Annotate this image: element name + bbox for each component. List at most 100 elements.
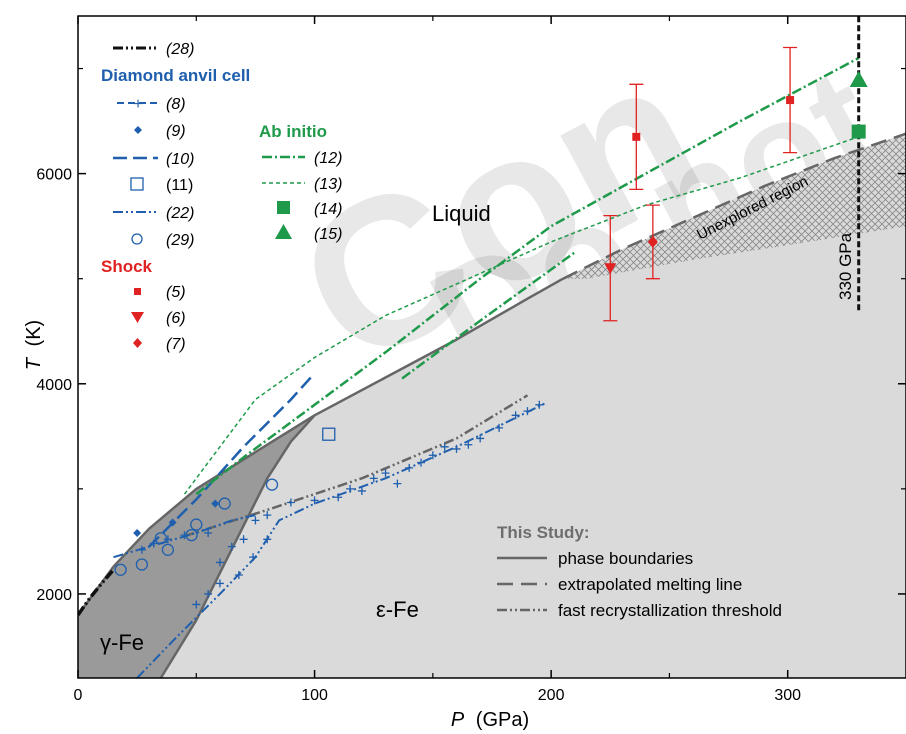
dac-8-point [192, 600, 201, 609]
plot-area [78, 16, 906, 678]
melting-curve-line [112, 277, 564, 568]
x-axis-var: P [451, 709, 465, 731]
dac-8-point [417, 458, 426, 467]
legend-dac11-label: (11) [166, 177, 193, 194]
dac-29-point [114, 563, 127, 576]
x-tick-label: 0 [74, 687, 83, 704]
dac-29-point [185, 528, 198, 542]
legend-abinitio14-label: (14) [314, 201, 342, 218]
shock-5-point [632, 132, 641, 141]
legend-ref28-label: (28) [166, 41, 194, 58]
dac-29-point [161, 543, 175, 556]
plot-frame [77, 15, 906, 679]
legend-this-study: This Study: phase boundaries extrapolate… [497, 523, 782, 620]
axis-ticks: 0 100 200 300 2000 4000 6000 [36, 16, 906, 704]
ref28-line [78, 568, 115, 617]
legend-study-phase-label: phase boundaries [558, 549, 693, 568]
dac-8-point [495, 423, 504, 432]
dac-11-point [322, 427, 336, 441]
y-tick-label: 4000 [36, 377, 72, 394]
abinitio-12-low-line [401, 251, 576, 380]
legend-shock6-swatch [131, 312, 144, 323]
dac-9-point [168, 518, 177, 527]
dac-8-point [381, 469, 390, 478]
shock-5-point [786, 96, 795, 105]
legend-dac22-label: (22) [166, 205, 194, 222]
dac-8-point [428, 451, 437, 460]
dac-29-point [154, 532, 167, 545]
dac-8-point [476, 434, 485, 443]
legend-abinitio-header: Ab initio [259, 122, 327, 141]
shock-6-point [604, 263, 617, 275]
x-tick-label: 200 [538, 687, 565, 704]
dac-8-point [137, 545, 146, 554]
dac-10-line [148, 372, 316, 548]
legend-abinitio14-swatch [277, 201, 290, 214]
y-axis-unit: (K) [23, 320, 45, 347]
legend-shock5-swatch [134, 288, 141, 295]
dac-29-point [190, 518, 203, 531]
legend-dac9-label: (9) [166, 123, 186, 140]
legend-abinitio13-label: (13) [314, 176, 342, 193]
dac-8-point [163, 535, 172, 544]
abinitio-15-point [849, 71, 868, 88]
legend-abinitio12-label: (12) [314, 150, 342, 167]
dac-8-point [310, 496, 319, 505]
gamma-fe-label: γ-Fe [100, 630, 144, 655]
legend-dac29-label: (29) [166, 232, 194, 249]
shock-7-point [647, 235, 658, 248]
legend-shock7-swatch [133, 338, 142, 348]
x-tick-label: 100 [301, 687, 328, 704]
dac-8-point [369, 474, 378, 483]
dac-8-point [149, 539, 158, 548]
dac-8-point [263, 511, 272, 520]
legend-left: (28) Diamond anvil cell + (8) (9) (10) (… [101, 41, 250, 353]
dac-8-point [452, 444, 461, 453]
x-axis-label: P (GPa) [451, 709, 529, 731]
dac-9-point [211, 499, 220, 508]
legend-dac9-swatch [134, 126, 142, 134]
dac-8-point [227, 542, 236, 551]
dac-22-lower-line [136, 401, 547, 678]
legend-abinitio15-label: (15) [314, 226, 342, 243]
dac-8-point [204, 528, 213, 537]
abinitio-12-line [195, 56, 860, 496]
dac-8-point [234, 571, 243, 580]
dac-8-point [511, 411, 520, 420]
x-tick-label: 300 [774, 687, 801, 704]
dac-8-point [263, 535, 272, 544]
dac-8-point [251, 516, 260, 525]
legend-shock-header: Shock [101, 257, 153, 276]
legend-study-recryst-label: fast recrystallization threshold [558, 601, 782, 620]
marker-330-label: 330 GPa [836, 232, 855, 300]
epsilon-fe-region [78, 133, 906, 678]
legend-dac8-plus: + [133, 96, 142, 113]
legend-dac10-label: (10) [166, 151, 194, 168]
melting-extrapolated-line [562, 132, 906, 280]
legend-shock6-label: (6) [166, 310, 186, 327]
legend-shock7-label: (7) [166, 336, 186, 353]
legend-study-header: This Study: [497, 523, 590, 542]
y-tick-label: 2000 [36, 587, 72, 604]
abinitio-14-point [851, 124, 866, 139]
dac-8-point [180, 531, 189, 540]
y-axis-label: T (K) [23, 320, 45, 370]
dac-8-point [286, 498, 295, 507]
legend-dac29-swatch [131, 233, 143, 245]
dac-8-point [440, 442, 449, 451]
legend-shock5-label: (5) [166, 284, 186, 301]
dac-8-point [334, 493, 343, 502]
x-axis-unit: (GPa) [476, 709, 529, 731]
dac-8-point [346, 484, 355, 493]
liquid-label: Liquid [432, 201, 491, 226]
legend-study-extrap-label: extrapolated melting line [558, 575, 742, 594]
dac-8-point [535, 400, 544, 409]
dac-8-point [239, 535, 248, 544]
dac-8-point [405, 463, 414, 472]
dac-29-point [135, 558, 149, 571]
epsilon-fe-label: ε-Fe [376, 597, 419, 622]
dac-8-point [464, 440, 473, 449]
y-tick-label: 6000 [36, 167, 72, 184]
dac-8-point [523, 407, 532, 416]
